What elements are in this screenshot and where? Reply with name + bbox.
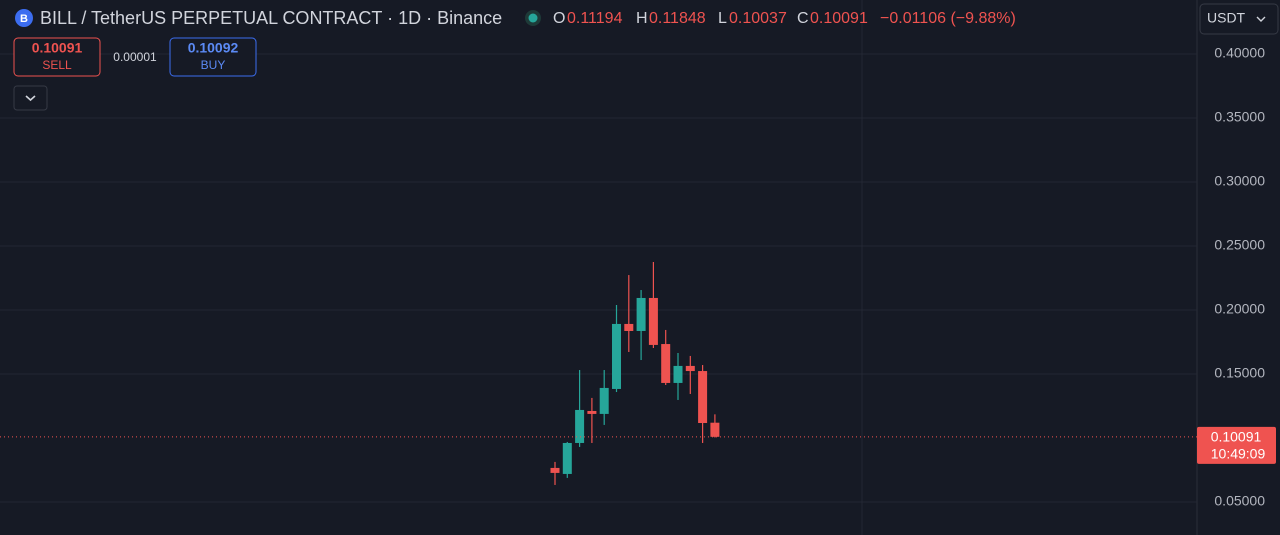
y-tick-label: 0.15000 [1214, 365, 1265, 381]
last-price-box [1197, 426, 1276, 464]
y-tick-label: 0.35000 [1214, 109, 1265, 125]
ohlc-value: 0.11848 [649, 10, 706, 27]
y-tick-label: 0.30000 [1214, 173, 1265, 189]
chevron [25, 95, 36, 102]
ohlc-value: 0.11194 [567, 10, 623, 27]
ohlc-label: C [797, 10, 809, 27]
collapse-button[interactable] [13, 85, 48, 111]
countdown: 10:49:09 [1211, 446, 1266, 462]
candle-body [710, 422, 720, 437]
ohlc-label: L [718, 10, 727, 27]
buy-price: 0.10092 [188, 40, 239, 56]
y-tick-label: 0.05000 [1214, 493, 1265, 509]
symbol-icon-glyph: B [20, 13, 28, 25]
candle-body [550, 467, 560, 473]
candle-body [624, 323, 634, 331]
candle-body [575, 409, 585, 443]
candle-body [587, 410, 597, 414]
sell-button[interactable] [13, 37, 101, 77]
candle-body [562, 442, 572, 474]
ohlc-value: 0.10091 [810, 10, 868, 27]
y-tick-label: 0.40000 [1214, 45, 1265, 61]
candle-body [698, 371, 708, 424]
y-tick-label: 0.25000 [1214, 237, 1265, 253]
status-dot [528, 13, 538, 23]
buy-label: BUY [201, 58, 226, 72]
currency-select[interactable] [1199, 3, 1279, 35]
ohlc-label: O [553, 10, 565, 27]
buy-button[interactable] [169, 37, 257, 77]
last-price-label: 0.10091 [1211, 429, 1262, 445]
y-tick-label: 0.20000 [1214, 301, 1265, 317]
currency: USDT [1207, 10, 1246, 26]
candle-body [636, 297, 646, 331]
candle-body [661, 344, 671, 383]
candle-body [685, 365, 695, 372]
sell-price: 0.10091 [32, 40, 83, 56]
change: −0.01106 (−9.88%) [880, 10, 1016, 27]
sell-label: SELL [42, 58, 72, 72]
ohlc-value: 0.10037 [729, 10, 787, 27]
candle-body [673, 365, 683, 383]
candle-body [599, 387, 609, 414]
ohlc-label: H [636, 10, 648, 27]
candle-body [612, 323, 621, 389]
candle-body [648, 297, 658, 345]
chevron [1256, 16, 1266, 22]
symbol-icon [15, 9, 33, 27]
plot: 0.05000 0.15000 0.20000 0.25000 0.30000 0.350… [0, 45, 1276, 509]
spread: 0.00001 [113, 50, 157, 64]
symbol-title: BILL / TetherUS PERPETUAL CONTRACT · 1D … [40, 8, 502, 28]
